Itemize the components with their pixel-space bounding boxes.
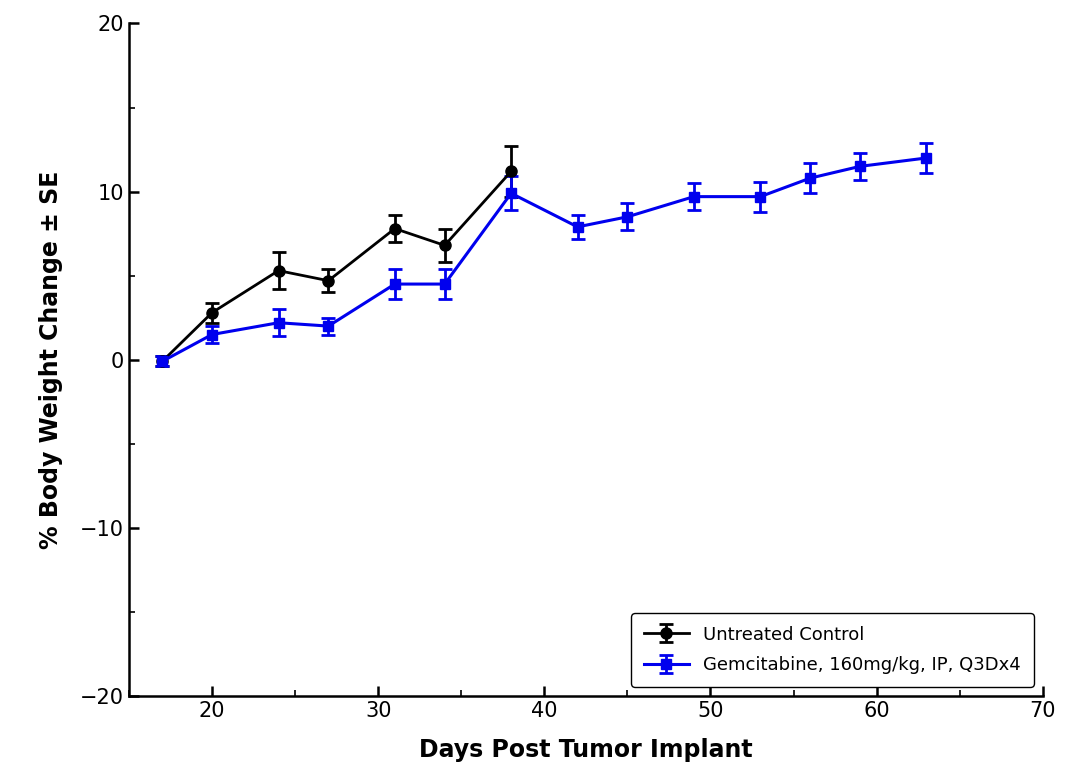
X-axis label: Days Post Tumor Implant: Days Post Tumor Implant xyxy=(419,737,752,762)
Legend: Untreated Control, Gemcitabine, 160mg/kg, IP, Q3Dx4: Untreated Control, Gemcitabine, 160mg/kg… xyxy=(631,613,1034,687)
Y-axis label: % Body Weight Change ± SE: % Body Weight Change ± SE xyxy=(40,170,63,549)
